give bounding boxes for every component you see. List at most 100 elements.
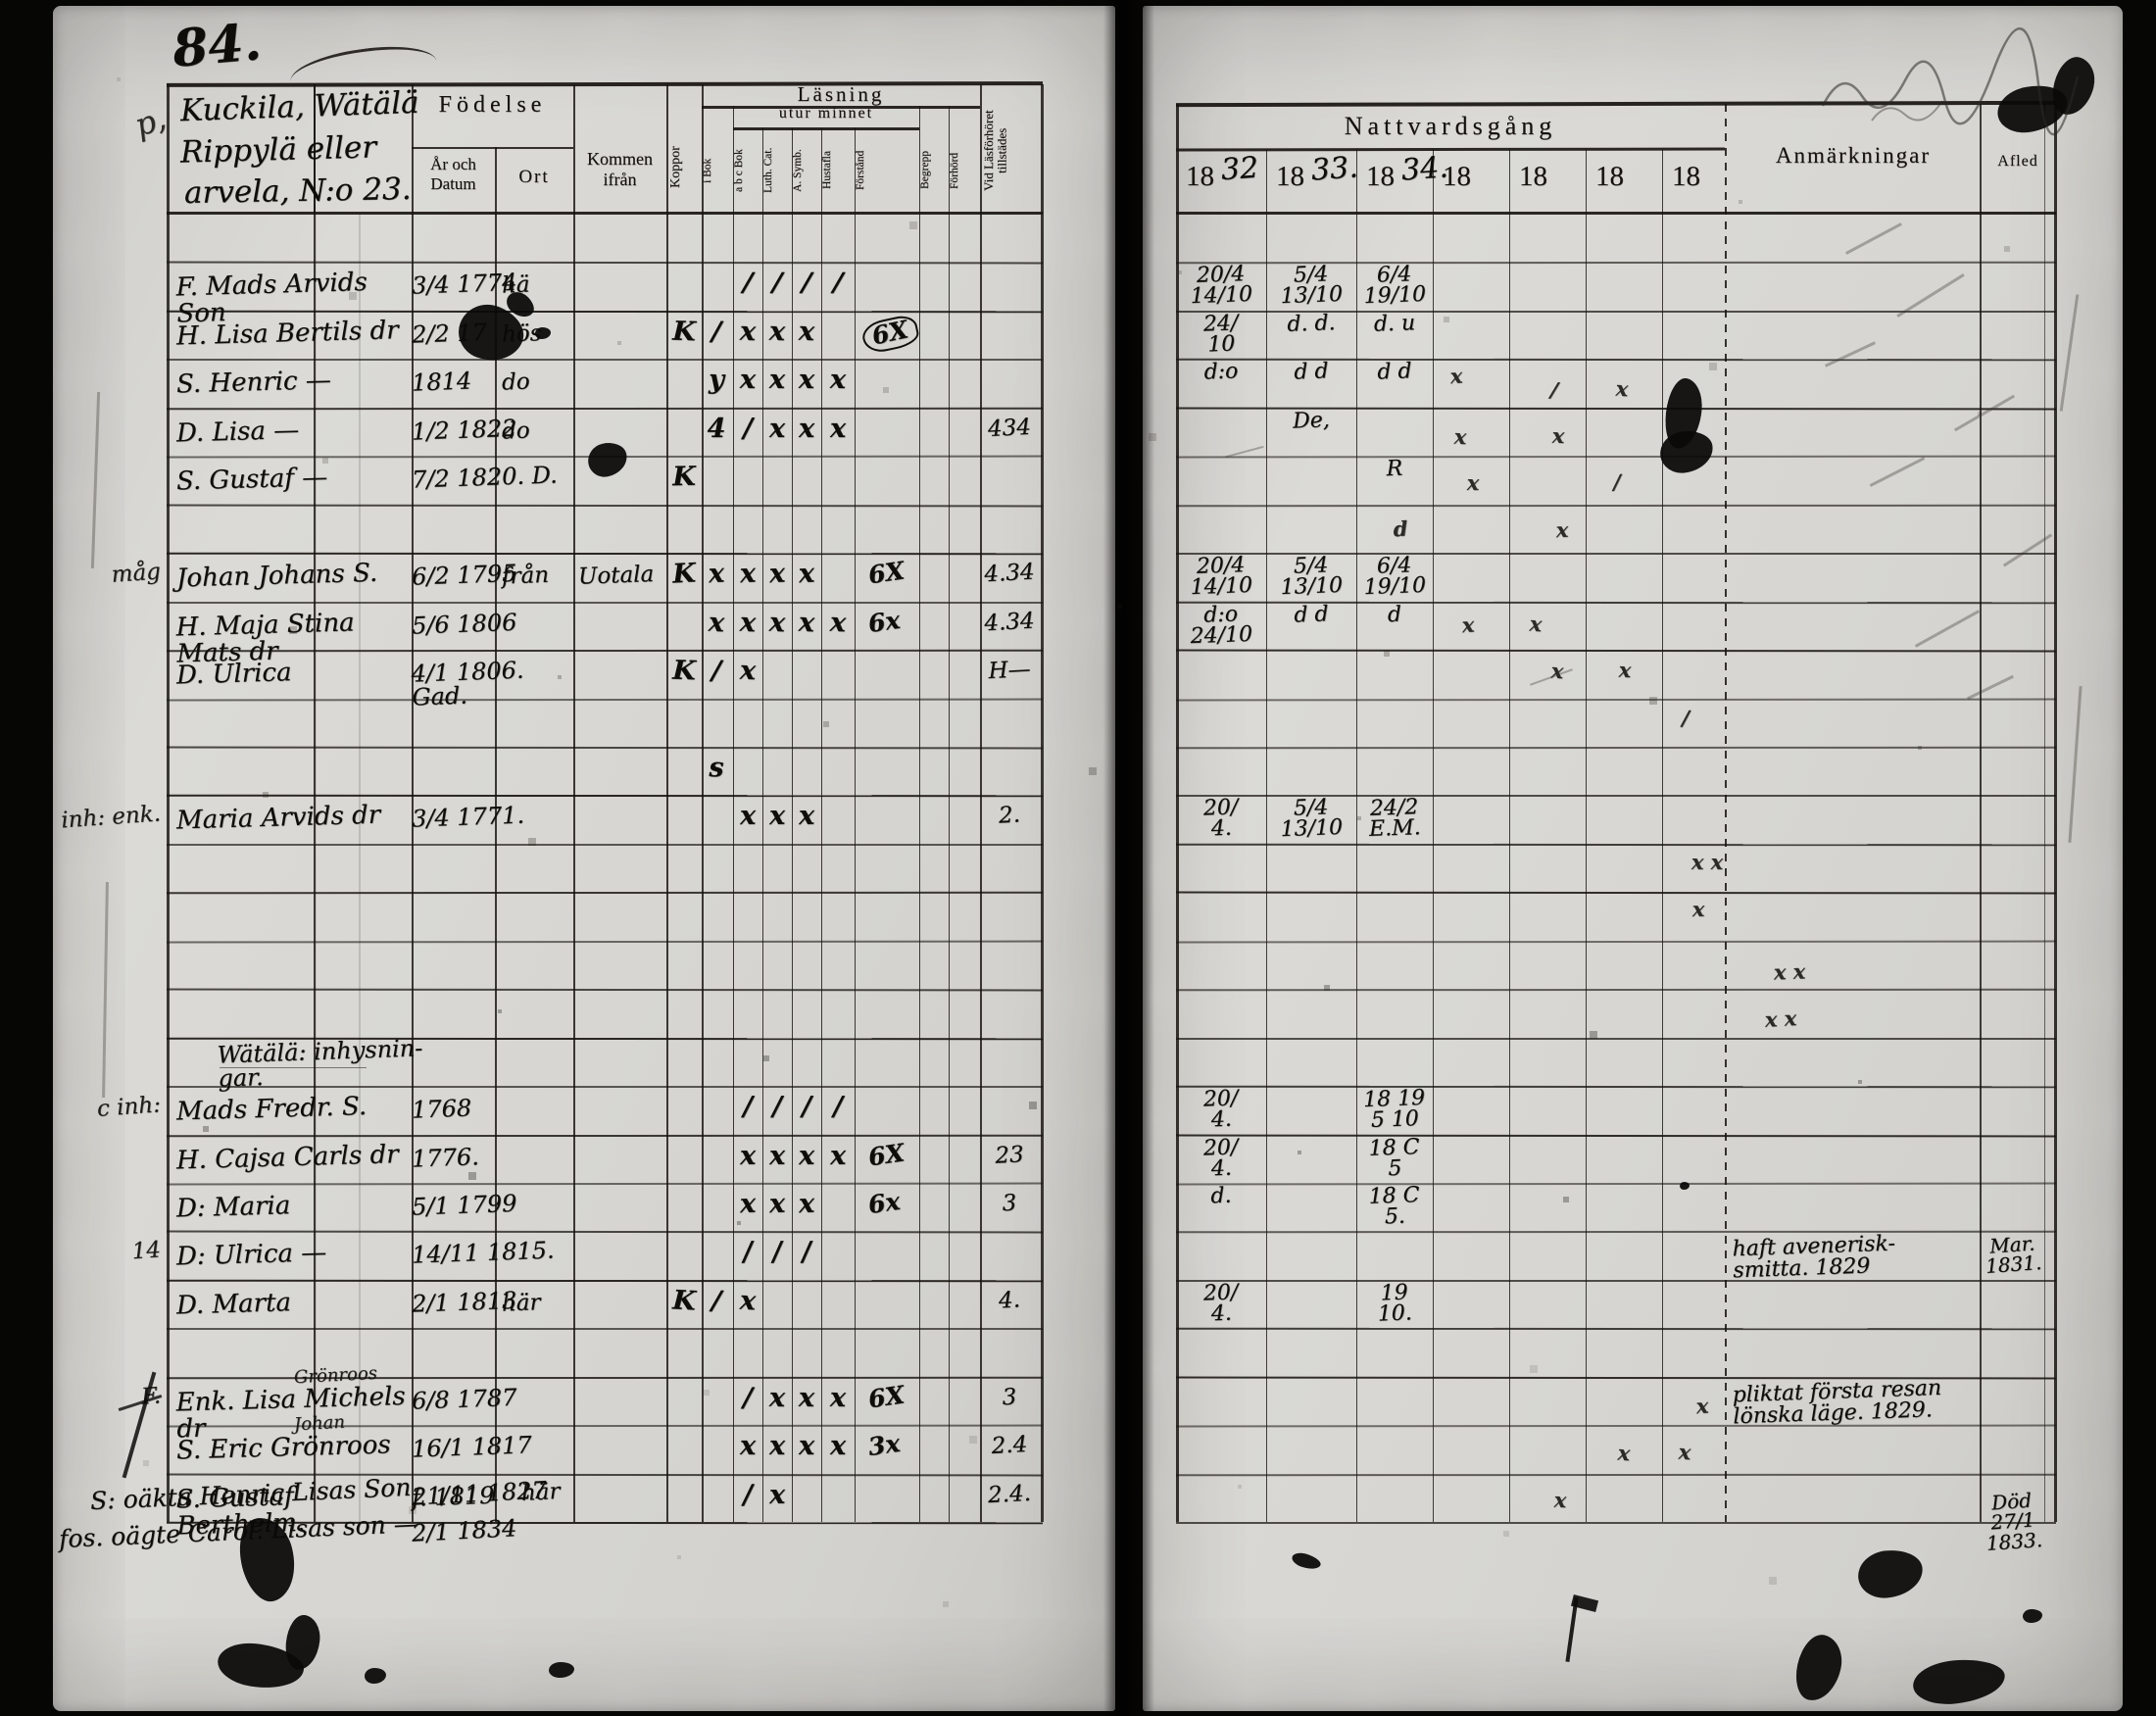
table-grid-line [1176, 1037, 2056, 1040]
communion-date: 18 C 5 [1368, 1134, 1420, 1181]
reading-mark: x [768, 1479, 786, 1510]
table-grid-line-dashed [1725, 104, 1727, 1523]
reading-mark: 4 [707, 413, 726, 444]
reading-mark: / [802, 1092, 811, 1123]
communion-date: 5/4 13/10 [1280, 262, 1344, 310]
table-grid-line [1586, 149, 1588, 1523]
table-grid-line [1175, 1473, 2057, 1476]
row-birth-date: 14/11 1815. [411, 1236, 555, 1270]
vid-lasforhoret-value: 434 [987, 414, 1032, 442]
vid-lasforhoret-value: 23 [994, 1141, 1025, 1169]
overflow-row-date: 2/1 1834 [411, 1514, 517, 1547]
reading-mark: / [742, 268, 754, 299]
reading-mark: y [708, 365, 725, 396]
reading-mark: / [771, 268, 783, 299]
reading-mark: x [829, 607, 847, 638]
reading-mark: x [768, 1431, 786, 1462]
stray-pen-mark: x [1555, 516, 1569, 542]
row-name: H. Cajsa Carls dr [175, 1139, 399, 1176]
reading-mark: x [768, 365, 786, 396]
stray-pen-mark: x x [1764, 1005, 1797, 1033]
stray-pen-mark: x [1616, 1440, 1632, 1466]
reading-mark: / [833, 1092, 843, 1123]
reading-mark: x [708, 558, 725, 590]
stray-pen-mark: x [1460, 612, 1476, 638]
table-grid-line [166, 1279, 1044, 1283]
vid-lasforhoret-value: 4. [998, 1287, 1021, 1314]
reading-mark: x [768, 316, 786, 348]
table-grid-line [1176, 553, 2056, 556]
reading-mark: K [671, 316, 697, 348]
communion-date: 24/ 10 [1202, 311, 1239, 358]
reading-mark: / [743, 1092, 753, 1123]
table-grid-line [166, 407, 1044, 411]
stray-pen-mark: x [1678, 1439, 1691, 1465]
stray-pen-mark: / [1681, 705, 1690, 730]
header-lasning-subcol: Begrepp [919, 151, 931, 190]
stray-pen-mark: x [1618, 657, 1632, 683]
communion-date: 6/4 19/10 [1363, 553, 1427, 601]
table-grid-line [980, 84, 982, 1523]
table-grid-line [1041, 84, 1044, 1523]
table-grid-line [792, 127, 794, 1523]
communion-date: 6/4 19/10 [1363, 262, 1427, 310]
communion-date: 20/ 4. [1202, 1086, 1239, 1133]
reading-mark: x [739, 655, 757, 687]
vid-lasforhoret-value: 2.4 [991, 1432, 1028, 1460]
reading-mark: x [768, 1140, 786, 1171]
reading-mark: K [671, 1285, 697, 1317]
vid-lasforhoret-value: 4.34 [983, 559, 1036, 588]
table-grid-line [167, 601, 1043, 604]
vid-lasforhoret-value: 2. [998, 802, 1021, 829]
row-birth-place: do [501, 368, 531, 396]
communion-date: 20/4 14/10 [1190, 553, 1253, 601]
remark-note: haft avenerisk- smitta. 1829 [1732, 1232, 1896, 1284]
reading-grade: 6x [866, 1186, 903, 1220]
year-column-printed: 18 [1443, 161, 1471, 192]
table-grid-line [2044, 104, 2045, 1523]
reading-mark: / [801, 268, 812, 299]
table-grid-line [1176, 795, 2056, 798]
row-birth-date: 4/1 1806. Gad. [411, 656, 524, 712]
dust-specks [0, 0, 2, 2]
year-column-printed: 18 [1186, 161, 1214, 192]
table-grid-line [733, 106, 735, 1523]
table-grid-line [167, 212, 1043, 215]
reading-mark: / [742, 1479, 754, 1510]
stray-pen-mark: x x [1773, 958, 1806, 985]
header-lasning-subcol: A. Symb. [792, 149, 804, 192]
table-grid-line [702, 106, 980, 109]
stray-pen-mark: / [1612, 469, 1622, 495]
table-grid-line [412, 84, 414, 1523]
table-grid-line [314, 84, 316, 1523]
remark-note: pliktat första resan lönska läge. 1829. [1732, 1375, 1942, 1430]
stray-pen-mark: x [1551, 422, 1565, 448]
table-grid-line [167, 1328, 1043, 1331]
table-grid-line [1356, 149, 1358, 1523]
communion-date: 5/4 13/10 [1280, 553, 1344, 601]
communion-date: d [1387, 602, 1402, 627]
communion-date: d d [1293, 601, 1329, 628]
communion-date: 19 10. [1377, 1280, 1413, 1327]
reading-mark: x [739, 365, 757, 396]
vid-lasforhoret-value: 3 [1001, 1384, 1017, 1411]
table-grid-line [1266, 149, 1268, 1523]
row-birth-date: 6/8 1787 [411, 1383, 517, 1415]
table-grid-line [166, 1134, 1044, 1137]
year-column-printed: 18 [1519, 161, 1547, 192]
reading-mark: x [739, 1285, 757, 1317]
underline-stroke [220, 1066, 367, 1069]
reading-mark: x [829, 365, 847, 396]
reading-mark: s [709, 752, 724, 783]
ink-blot [2023, 1609, 2042, 1623]
table-grid-line [855, 127, 857, 1523]
table-grid-line [573, 84, 575, 1523]
table-grid-line [702, 84, 704, 1523]
communion-date: 20/ 4. [1202, 1280, 1239, 1327]
year-column-written: 32 [1219, 150, 1260, 188]
reading-grade: 3x [866, 1429, 903, 1462]
stray-pen-mark: x [1453, 423, 1467, 450]
reading-mark: / [771, 1237, 783, 1268]
vid-lasforhoret-value: 4.34 [983, 608, 1036, 636]
